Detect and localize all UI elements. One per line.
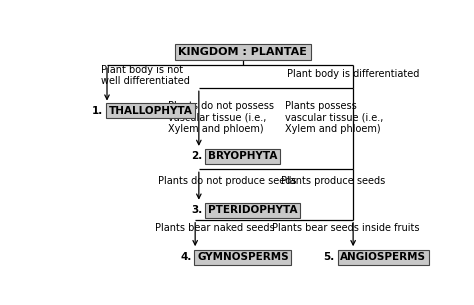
Text: BRYOPHYTA: BRYOPHYTA — [208, 151, 277, 161]
Text: Plants possess
vascular tissue (i.e.,
Xylem and phloem): Plants possess vascular tissue (i.e., Xy… — [285, 101, 383, 134]
Text: THALLOPHYTA: THALLOPHYTA — [109, 106, 193, 116]
Text: Plants bear seeds inside fruits: Plants bear seeds inside fruits — [272, 223, 420, 233]
Text: Plant body is differentiated: Plant body is differentiated — [287, 69, 419, 79]
Text: KINGDOM : PLANTAE: KINGDOM : PLANTAE — [179, 47, 307, 57]
Text: ANGIOSPERMS: ANGIOSPERMS — [340, 252, 426, 262]
Text: 1.: 1. — [92, 106, 103, 116]
Text: 2.: 2. — [191, 151, 202, 161]
Text: PTERIDOPHYTA: PTERIDOPHYTA — [208, 205, 298, 215]
Text: 3.: 3. — [191, 205, 202, 215]
Text: Plants bear naked seeds: Plants bear naked seeds — [155, 223, 274, 233]
Text: Plant body is not
well differentiated: Plant body is not well differentiated — [101, 65, 191, 86]
Text: Plants do not produce seeds: Plants do not produce seeds — [158, 176, 297, 186]
Text: GYMNOSPERMS: GYMNOSPERMS — [197, 252, 289, 262]
Text: 4.: 4. — [180, 252, 191, 262]
Text: Plants do not possess
vascular tissue (i.e.,
Xylem and phloem): Plants do not possess vascular tissue (i… — [168, 101, 273, 134]
Text: Plants produce seeds: Plants produce seeds — [282, 176, 386, 186]
Text: 5.: 5. — [324, 252, 335, 262]
